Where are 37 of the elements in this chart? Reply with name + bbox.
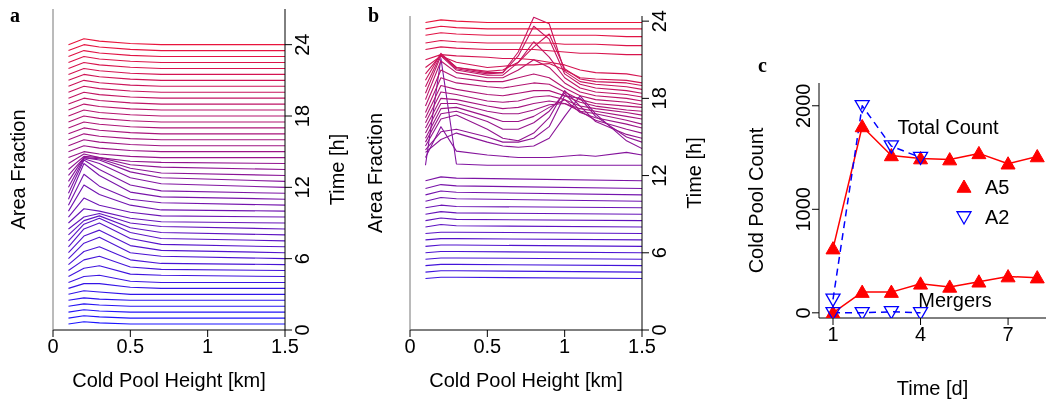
y-tick-label: 2000 — [792, 83, 814, 129]
x-tick-label: 7 — [1002, 323, 1014, 346]
y2-axis-title: Time [h] — [683, 137, 706, 209]
y-axis-title: Area Fraction — [364, 112, 387, 234]
x-axis-title: Cold Pool Height [km] — [429, 369, 623, 391]
x-tick-label: 0 — [47, 335, 59, 358]
x-tick-label: 0 — [404, 335, 416, 358]
x-tick-label: 1 — [827, 323, 839, 346]
y2-tick-label: 12 — [648, 164, 670, 187]
x-tick-label: 4 — [914, 323, 927, 346]
annotation: Mergers — [918, 288, 992, 312]
y2-tick-label: 24 — [648, 10, 670, 33]
y2-tick-label: 18 — [648, 87, 670, 110]
x-tick-label: 1.5 — [271, 335, 299, 358]
y-axis-title: Area Fraction — [7, 109, 30, 230]
annotation: Total Count — [897, 115, 999, 139]
legend-label: A2 — [985, 205, 1010, 229]
chart-title: a — [10, 4, 20, 27]
x-tick-label: 1 — [559, 335, 571, 358]
x-axis-title: Time [d] — [896, 377, 969, 399]
y-tick-label: 0 — [792, 307, 814, 319]
y-axis-title: Cold Pool Count — [745, 127, 768, 274]
x-tick-label: 0.5 — [473, 335, 502, 358]
y2-axis-title: Time [h] — [326, 133, 349, 206]
y2-tick-label: 24 — [291, 33, 313, 56]
chart-title: c — [758, 54, 767, 77]
y2-tick-label: 6 — [648, 247, 670, 259]
chart-title: b — [368, 4, 380, 27]
x-tick-label: 0.5 — [116, 335, 145, 358]
y2-tick-label: 12 — [291, 176, 313, 199]
x-axis-title: Cold Pool Height [km] — [72, 369, 266, 391]
x-tick-label: 1.5 — [628, 335, 656, 358]
y2-tick-label: 18 — [291, 104, 313, 128]
y2-tick-label: 6 — [291, 253, 313, 265]
y-tick-label: 1000 — [792, 187, 814, 232]
legend-label: A5 — [985, 175, 1010, 199]
x-tick-label: 1 — [202, 335, 214, 358]
